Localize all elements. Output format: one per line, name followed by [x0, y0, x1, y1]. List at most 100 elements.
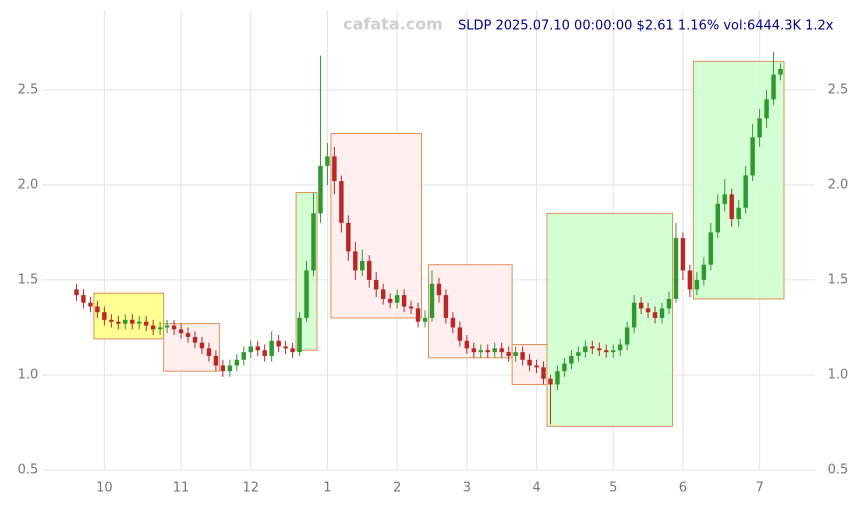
watermark: cafata.com — [343, 15, 443, 34]
candle-body — [255, 346, 260, 351]
candle-body — [757, 118, 762, 138]
candle-body — [687, 270, 693, 290]
x-tick-label: 6 — [679, 481, 687, 496]
candle-body — [360, 260, 365, 271]
candle-body — [638, 302, 644, 309]
candle-body — [171, 325, 177, 330]
candle-body — [269, 340, 274, 356]
candle-body — [492, 348, 497, 353]
candle-body — [88, 302, 93, 307]
candle-body — [778, 68, 783, 75]
candle-body — [415, 308, 421, 322]
candle-body — [185, 333, 191, 337]
candle-body — [123, 319, 128, 324]
candle-body — [506, 352, 511, 356]
y-tick-label: 2.5 — [18, 82, 39, 97]
candle-body — [680, 238, 686, 271]
range-box — [163, 323, 220, 372]
candle-body — [443, 295, 449, 318]
range-box — [692, 60, 785, 300]
candle-body — [150, 325, 156, 330]
candle-body — [325, 156, 330, 166]
candle-body — [715, 203, 721, 233]
candle-body — [401, 295, 407, 307]
candle-body — [220, 365, 226, 372]
candle-body — [102, 312, 107, 320]
range-box — [428, 264, 513, 359]
range-box — [546, 212, 673, 427]
candle-body — [234, 359, 240, 366]
candle-body — [534, 365, 539, 368]
candle-body — [597, 348, 602, 351]
candle-body — [478, 350, 484, 353]
candle-body — [339, 181, 344, 223]
candle-body — [373, 279, 379, 290]
candle-body — [652, 312, 658, 318]
candle-body — [387, 298, 393, 303]
candle-body — [673, 238, 679, 299]
candle-body — [436, 283, 442, 296]
candle-body — [666, 298, 672, 309]
candle-body — [604, 350, 609, 353]
candle-body — [81, 295, 86, 303]
candle-body — [562, 363, 567, 372]
candle-body — [729, 194, 734, 220]
candle-body — [262, 350, 267, 356]
candle-body — [569, 355, 574, 364]
y-tick-label: 1.0 — [18, 367, 39, 382]
candle-body — [206, 348, 212, 356]
candle-body — [617, 344, 623, 351]
candle-body — [722, 194, 727, 204]
candle-body — [213, 355, 219, 366]
candle-body — [276, 340, 281, 347]
y-tick-label-right: 1.5 — [828, 272, 849, 287]
candle-body — [367, 260, 372, 280]
candle-body — [332, 156, 337, 182]
candle-body — [241, 352, 247, 360]
candle-body — [590, 346, 595, 349]
candle-body — [318, 165, 323, 214]
candle-body — [764, 99, 769, 119]
candle-body — [311, 213, 316, 271]
y-tick-label: 1.5 — [18, 272, 39, 287]
candle-body — [457, 327, 463, 341]
x-tick-label: 1 — [323, 481, 331, 496]
candle-body — [178, 329, 184, 334]
candle-body — [499, 348, 504, 353]
candle-body — [659, 308, 665, 318]
candle-body — [694, 279, 700, 290]
candle-body — [429, 283, 435, 318]
candle-body — [74, 289, 79, 296]
x-tick-label: 3 — [463, 481, 471, 496]
candle-body — [701, 264, 707, 280]
x-tick-label: 12 — [242, 481, 259, 496]
candle-body — [157, 327, 163, 330]
x-tick-label: 5 — [609, 481, 617, 496]
candle-body — [450, 317, 456, 328]
x-tick-label: 2 — [393, 481, 401, 496]
candle-body — [116, 321, 121, 324]
candle-body — [95, 306, 100, 313]
candle-body — [743, 175, 748, 208]
candle-body — [750, 137, 755, 176]
candle-body — [304, 270, 309, 318]
candle-body — [143, 321, 149, 326]
y-tick-label: 0.5 — [18, 463, 39, 478]
candle-body — [297, 317, 302, 353]
candle-body — [394, 295, 400, 303]
candle-body — [555, 371, 560, 385]
candle-body — [624, 327, 630, 345]
candle-body — [464, 340, 470, 349]
chart-title: SLDP 2025.07.10 00:00:00 $2.61 1.16% vol… — [458, 19, 834, 34]
candle-body — [513, 352, 518, 356]
candle-body — [631, 302, 637, 328]
x-tick-label: 4 — [532, 481, 540, 496]
candle-body — [736, 207, 741, 220]
candle-body — [164, 325, 170, 328]
candle-body — [520, 352, 525, 360]
candle-body — [346, 222, 351, 252]
candle-body — [227, 365, 233, 372]
candle-body — [130, 319, 135, 324]
candle-body — [136, 321, 142, 324]
